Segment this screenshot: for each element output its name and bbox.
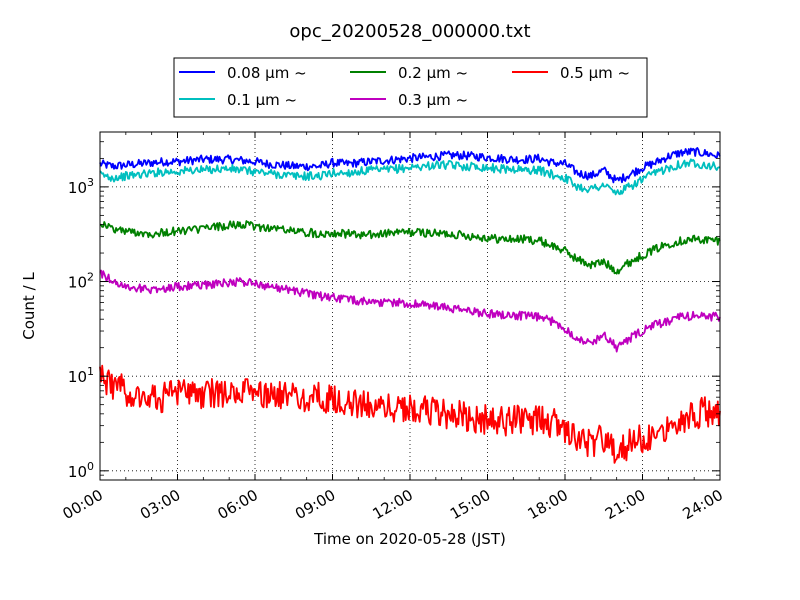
- legend-label: 0.3 μm ~: [398, 91, 468, 109]
- x-tick-label: 12:00: [370, 486, 416, 523]
- y-tick-labels: 100 101 102 103: [68, 176, 94, 481]
- y-axis-label: Count / L: [20, 272, 38, 340]
- plot-area: [99, 131, 721, 481]
- x-tick-label: 21:00: [602, 486, 648, 523]
- series-line: [99, 158, 721, 196]
- series-line: [99, 147, 721, 184]
- x-tick-label: 03:00: [137, 486, 183, 523]
- legend-box: [173, 57, 648, 118]
- x-tick-label: 18:00: [525, 486, 571, 523]
- legend-label: 0.5 μm ~: [560, 64, 630, 82]
- legend: 0.08 μm ~ 0.1 μm ~ 0.2 μm ~ 0.3 μm ~ 0.5 μm …: [173, 57, 648, 118]
- x-tick-labels: 00:00 03:00 06:00 09:00 12:00 15:00 18:00 21:00…: [60, 486, 726, 523]
- x-tick-label: 06:00: [215, 486, 261, 523]
- y-tick-label: 100: [68, 460, 94, 481]
- series-line: [99, 364, 721, 464]
- y-tick-label: 102: [68, 271, 94, 292]
- x-tick-label: 24:00: [680, 486, 726, 523]
- grid-lines: [100, 132, 720, 480]
- legend-label: 0.1 μm ~: [227, 91, 297, 109]
- plot-border: [99, 131, 721, 481]
- series-line: [99, 220, 721, 275]
- series-lines: [99, 147, 721, 464]
- y-tick-label: 101: [68, 365, 94, 386]
- series-line: [99, 269, 721, 353]
- legend-label: 0.08 μm ~: [227, 64, 307, 82]
- y-tick-label: 103: [68, 176, 94, 197]
- x-tick-label: 09:00: [292, 486, 338, 523]
- chart-title: opc_20200528_000000.txt: [289, 21, 530, 42]
- x-tick-label: 00:00: [60, 486, 106, 523]
- x-tick-label: 15:00: [447, 486, 493, 523]
- legend-label: 0.2 μm ~: [398, 64, 468, 82]
- x-axis-label: Time on 2020-05-28 (JST): [313, 530, 506, 548]
